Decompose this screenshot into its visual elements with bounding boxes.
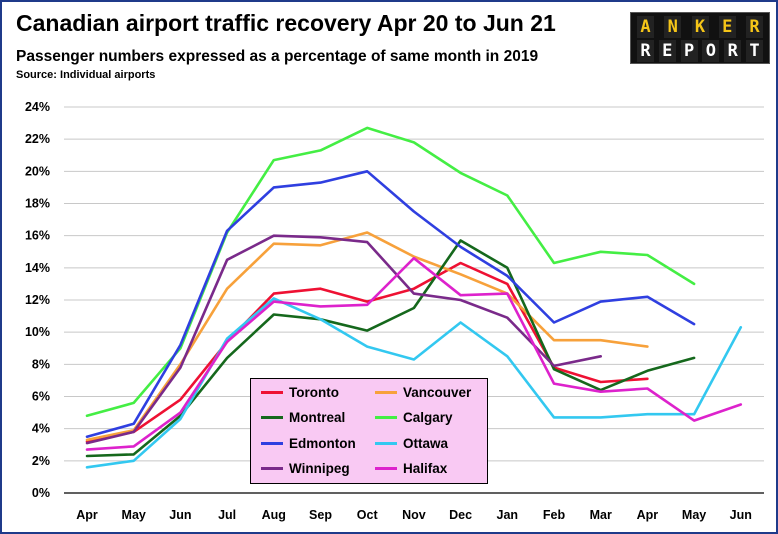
legend-label: Montreal [289,410,346,425]
y-tick-label: 14% [25,261,50,275]
x-tick-label: Mar [590,508,612,522]
x-tick-label: May [682,508,706,522]
series-line-ottawa [85,297,743,469]
series-line-winnipeg [85,234,603,445]
legend-swatch [375,390,397,394]
y-tick-label: 0% [32,486,50,500]
x-tick-label: Apr [76,508,98,522]
legend-item-winnipeg: Winnipeg [261,460,350,478]
x-tick-label: Aug [262,508,286,522]
y-tick-label: 2% [32,454,50,468]
logo-letter: R [724,40,742,62]
legend-swatch [375,416,397,419]
legend-label: Calgary [403,410,453,425]
logo-letter: P [680,40,698,62]
logo-letter: E [718,16,736,38]
y-tick-label: 4% [32,422,50,436]
x-tick-label: Sep [309,508,332,522]
source-note: Source: Individual airports [16,69,156,81]
chart-title: Canadian airport traffic recovery Apr 20… [16,10,556,36]
legend-label: Toronto [289,384,339,400]
legend-swatch [261,467,283,470]
logo-letter: R [746,16,763,38]
legend-label: Halifax [403,461,448,476]
y-tick-label: 10% [25,325,50,339]
legend-item-calgary: Calgary [375,409,453,427]
chart-subtitle: Passenger numbers expressed as a percent… [16,48,539,65]
legend-label: Edmonton [289,435,356,451]
legend-swatch [261,416,283,419]
legend-label: Vancouver [403,384,472,400]
logo-letter: O [702,40,720,62]
legend-label: Ottawa [403,435,449,451]
logo-letter: N [664,16,682,38]
x-tick-label: May [122,508,146,522]
x-tick-label: Feb [543,508,566,522]
y-tick-label: 18% [25,197,50,211]
legend-item-halifax: Halifax [375,460,447,478]
x-tick-label: Dec [449,508,472,522]
x-tick-label: Jul [218,508,236,522]
legend-swatch [375,467,397,470]
legend-label: Winnipeg [289,461,350,476]
logo-letter: R [637,40,654,62]
legend-item-montreal: Montreal [261,409,345,427]
legend-item-ottawa: Ottawa [375,434,448,452]
legend-swatch [375,441,397,445]
chart-legend: Toronto Vancouver Montreal Calgary Edmonton O… [250,378,488,484]
y-tick-label: 24% [25,100,50,114]
y-tick-label: 16% [25,229,50,243]
legend-swatch [261,390,283,394]
y-tick-label: 22% [25,132,50,146]
legend-swatch [261,441,283,445]
x-tick-label: Apr [637,508,659,522]
x-tick-label: Jun [730,508,752,522]
x-tick-label: Jun [169,508,191,522]
y-tick-label: 6% [32,390,50,404]
y-tick-label: 12% [25,293,50,307]
y-tick-label: 8% [32,357,50,371]
logo-letter: A [637,16,654,38]
x-tick-label: Jan [497,508,519,522]
x-tick-label: Oct [357,508,379,522]
series-line-halifax [85,256,743,451]
series-line-edmonton [85,170,696,439]
logo-letter: E [658,40,676,62]
x-tick-label: Nov [402,508,426,522]
legend-item-vancouver: Vancouver [375,383,471,401]
y-tick-label: 20% [25,164,50,178]
legend-item-edmonton: Edmonton [261,434,356,452]
series-line-vancouver [85,231,649,442]
legend-item-toronto: Toronto [261,383,339,401]
logo-letter: K [691,16,709,38]
logo-letter: T [745,40,763,62]
